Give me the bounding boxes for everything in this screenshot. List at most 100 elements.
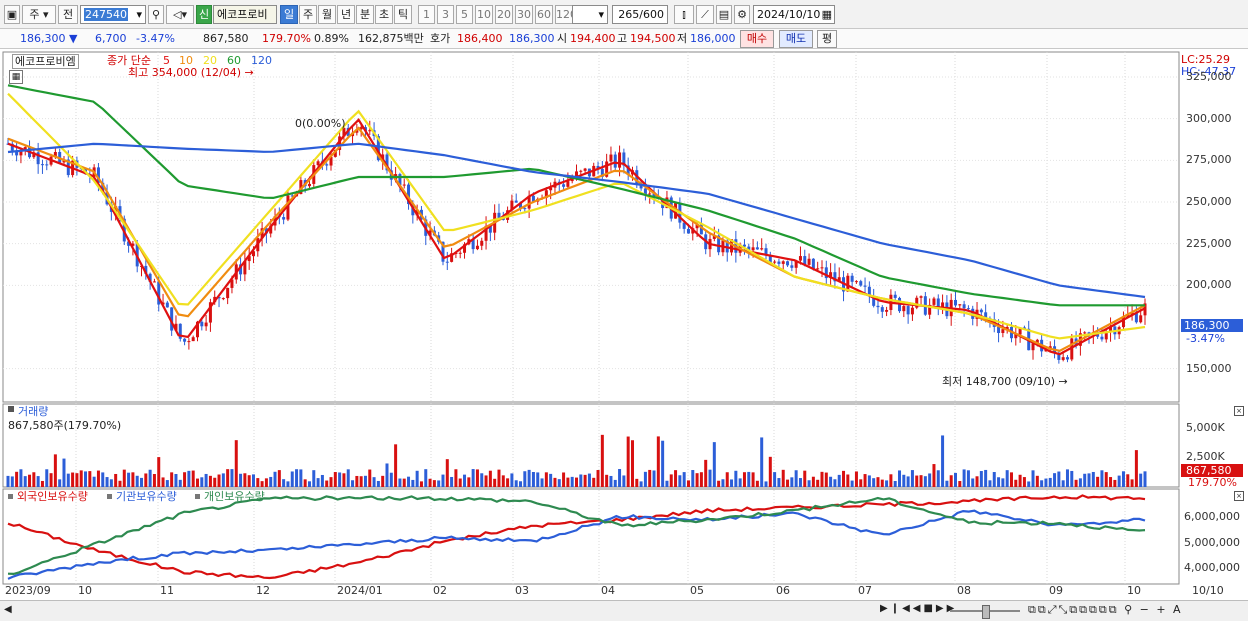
- volume-bar: [536, 472, 540, 487]
- candle-body: [286, 195, 290, 220]
- x-tick: 05: [690, 584, 704, 597]
- buy-button[interactable]: 매수: [740, 30, 774, 48]
- candle-icon[interactable]: ⫾: [674, 5, 694, 24]
- scroll-left-icon[interactable]: ◀: [4, 604, 12, 615]
- tab-period[interactable]: 월: [318, 5, 336, 24]
- tab-minute[interactable]: 3: [437, 5, 454, 24]
- ma-legend-item[interactable]: 20: [203, 54, 217, 67]
- tab-period[interactable]: 일: [280, 5, 298, 24]
- volume-bar: [751, 472, 755, 487]
- volume-bar: [40, 480, 44, 487]
- volume-bar: [544, 472, 548, 487]
- eval-button[interactable]: 평: [817, 30, 837, 48]
- candle-body: [639, 184, 643, 189]
- period-select[interactable]: 주 ▾: [22, 5, 56, 24]
- calendar-icon[interactable]: ▦: [821, 8, 832, 21]
- code-input[interactable]: 247540 ▾: [80, 5, 146, 24]
- volume-bar: [432, 480, 436, 487]
- candle-body: [1061, 357, 1065, 360]
- holding-pane[interactable]: [2, 488, 1180, 585]
- mid-note: 0(0.00%): [295, 117, 346, 130]
- holding-legend-item[interactable]: 개인보유수량: [204, 490, 265, 503]
- volume-bar: [71, 472, 75, 487]
- stock-name-field[interactable]: 에코프로비: [213, 5, 277, 24]
- tab-period[interactable]: 주: [299, 5, 317, 24]
- volume-bar: [501, 475, 505, 487]
- candle-body: [402, 184, 406, 186]
- volume-bar: [1109, 477, 1113, 487]
- sell-button[interactable]: 매도: [779, 30, 813, 48]
- tab-minute[interactable]: 30: [515, 5, 533, 24]
- pane-close-icon[interactable]: ×: [1234, 491, 1244, 501]
- candle-body: [966, 308, 970, 310]
- window-icon[interactable]: ▣: [4, 5, 20, 24]
- trade-amount: 162,875백만: [358, 32, 424, 45]
- save-icon[interactable]: ▤: [716, 5, 732, 24]
- date-field[interactable]: 2024/10/10 ▦: [753, 5, 835, 24]
- volume-bar: [402, 478, 406, 487]
- ma-legend-item[interactable]: 10: [179, 54, 193, 67]
- holding-legend-item[interactable]: 기관보유수량: [116, 490, 177, 503]
- volume-bar: [1061, 480, 1065, 487]
- volume-bar: [66, 473, 70, 487]
- pane-marker-icon: [8, 406, 14, 412]
- candle-body: [15, 150, 19, 156]
- tab-minute[interactable]: 10: [475, 5, 493, 24]
- volume-pane[interactable]: [2, 403, 1180, 488]
- volume-value: 867,580주(179.70%): [8, 419, 122, 432]
- speaker-icon[interactable]: ◁▾: [166, 5, 194, 24]
- volume-bar: [592, 477, 596, 487]
- price-ytick: 325,000: [1186, 70, 1232, 83]
- tab-minute[interactable]: 1: [418, 5, 435, 24]
- chart-svg[interactable]: [0, 50, 1248, 600]
- volume-bar: [458, 478, 462, 487]
- prev-button[interactable]: 전: [58, 5, 78, 24]
- playback-controls[interactable]: ▶❙◀◀■▶▶: [880, 603, 958, 614]
- search-icon[interactable]: ⚲: [148, 5, 164, 24]
- volume-bar: [764, 481, 768, 487]
- volume-bar: [467, 477, 471, 487]
- tab-period[interactable]: 년: [337, 5, 355, 24]
- zoom-slider-handle[interactable]: [982, 605, 990, 619]
- volume-bar: [338, 472, 342, 487]
- blank-field[interactable]: ▾: [572, 5, 608, 24]
- candle-body: [385, 154, 389, 171]
- candle-body: [820, 267, 824, 269]
- volume-bar: [915, 475, 919, 487]
- ma-legend-item[interactable]: 5: [163, 54, 170, 67]
- tab-minute[interactable]: 5: [456, 5, 473, 24]
- candle-body: [148, 273, 152, 282]
- gear-icon[interactable]: ⚙: [734, 5, 750, 24]
- volume-bar: [1143, 471, 1147, 487]
- grid-icon[interactable]: ▦: [9, 70, 23, 84]
- volume-bar: [269, 476, 273, 487]
- tab-period[interactable]: 초: [375, 5, 393, 24]
- ma-legend-item[interactable]: 120: [251, 54, 272, 67]
- x-tick: 2024/01: [337, 584, 383, 597]
- tab-minute[interactable]: 60: [535, 5, 553, 24]
- chart-tool-icons[interactable]: ⧉⧉⤢⤡⧉⧉⧉⧉⧉ ⚲ − + A: [1028, 603, 1183, 616]
- holding-legend-item[interactable]: 외국인보유수량: [17, 490, 88, 503]
- candle-body: [359, 127, 363, 130]
- chart-area[interactable]: 에코프로비엠 종가 단순 5 10 20 60 120 ▦ 최고 354,000 (12…: [0, 50, 1248, 600]
- count-field[interactable]: 265/600: [612, 5, 668, 24]
- chevron-down-icon[interactable]: ▾: [136, 8, 142, 21]
- volume-bar: [1134, 450, 1138, 487]
- candle-body: [579, 170, 583, 172]
- candle-body: [131, 243, 135, 246]
- tab-period[interactable]: 분: [356, 5, 374, 24]
- line-tool-icon[interactable]: ⟋: [696, 5, 714, 24]
- volume-bar: [820, 471, 824, 487]
- volume-bar: [437, 480, 441, 487]
- volume-bar: [540, 478, 544, 487]
- tab-minute[interactable]: 120: [555, 5, 577, 24]
- volume-bar: [686, 480, 690, 487]
- tab-minute[interactable]: 20: [495, 5, 513, 24]
- price-pane[interactable]: [2, 51, 1180, 403]
- candle-body: [549, 187, 553, 191]
- candle-body: [583, 168, 587, 171]
- stock-label[interactable]: 에코프로비엠: [12, 54, 79, 69]
- ma-legend-item[interactable]: 60: [227, 54, 241, 67]
- tab-period[interactable]: 틱: [394, 5, 412, 24]
- pane-close-icon[interactable]: ×: [1234, 406, 1244, 416]
